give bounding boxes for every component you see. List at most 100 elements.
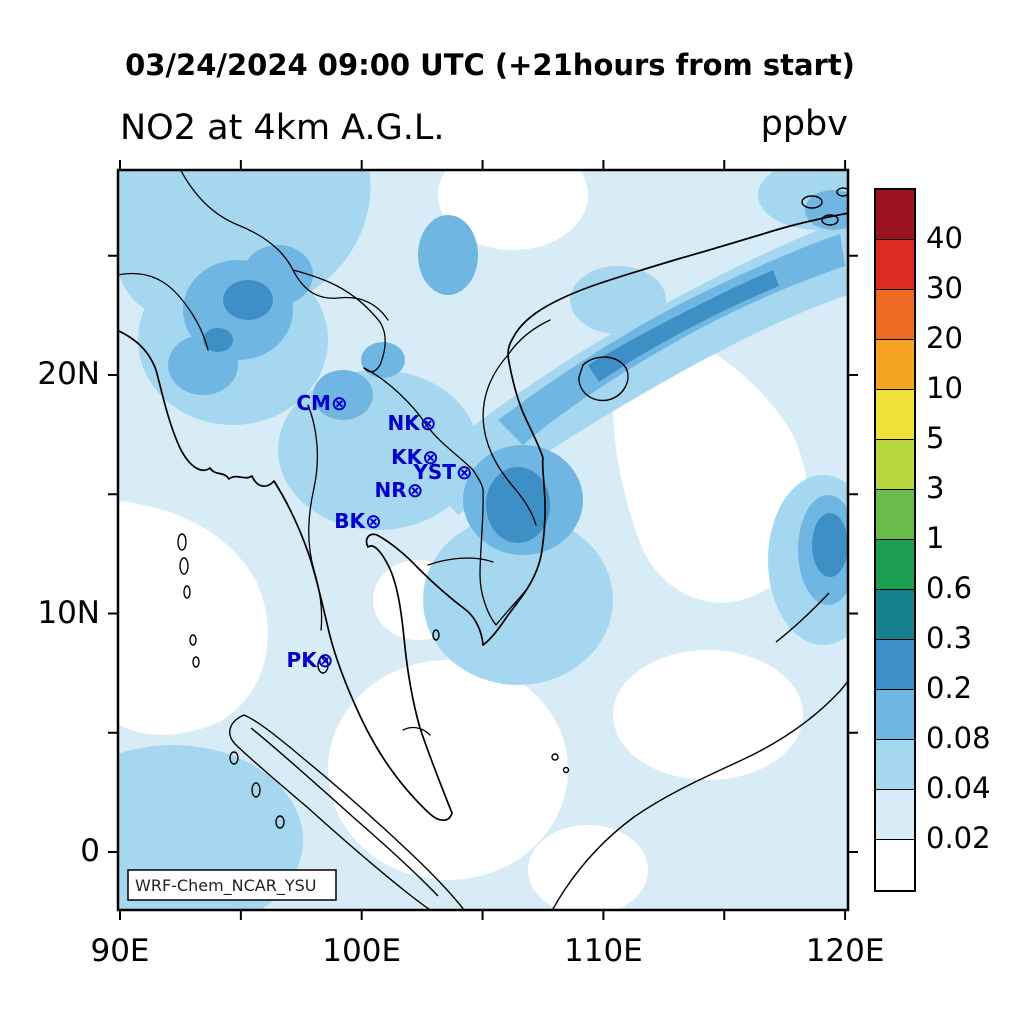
station-marker-yst: YST⊗ <box>412 460 472 484</box>
island-nicobar <box>189 634 197 646</box>
island-borneo <box>551 680 848 910</box>
colorbar-segment <box>876 640 914 690</box>
x-axis-label-90e: 90E <box>90 933 150 969</box>
contour-region-light <box>570 266 666 334</box>
contour-region-medium <box>418 215 478 295</box>
title-units: ppbv <box>760 104 848 144</box>
map-plot: CM⊗ NK⊗ KK⊗YST⊗NR⊗ BK⊗ PK⊗ WRF-Chem_NCAR_YSU <box>108 160 858 920</box>
colorbar-label-20: 20 <box>926 321 963 355</box>
model-label: WRF-Chem_NCAR_YSU <box>135 876 317 896</box>
border-india <box>118 272 209 351</box>
contour-region-medium <box>313 370 373 420</box>
x-axis-label-120e: 120E <box>805 933 885 969</box>
contour-region-dark <box>223 280 273 320</box>
contour-region-white <box>438 170 588 250</box>
title-datetime: 03/24/2024 09:00 UTC (+21hours from star… <box>125 48 855 82</box>
island-andaman <box>177 533 187 551</box>
colorbar-labels: 0.02 0.04 0.08 0.2 0.3 0.6 1 3 5 10 20 30 40 <box>926 188 1022 888</box>
station-markers: CM⊗ NK⊗ KK⊗YST⊗NR⊗ BK⊗ PK⊗ <box>287 391 473 672</box>
contour-region-dark <box>486 467 550 543</box>
title-variable: NO2 at 4km A.G.L. <box>120 108 445 148</box>
contour-region-white <box>613 650 803 780</box>
colorbar <box>874 188 916 892</box>
colorbar-segment <box>876 340 914 390</box>
colorbar-segment <box>876 190 914 240</box>
colorbar-segment <box>876 290 914 340</box>
island-taiwan-strait <box>836 187 848 197</box>
station-marker-nr: NR⊗ <box>375 478 424 502</box>
colorbar-segment <box>876 440 914 490</box>
axis-ticks <box>108 160 858 920</box>
contour-region-dark <box>812 513 848 577</box>
island-andaman <box>179 557 189 575</box>
island-palawan <box>775 592 830 643</box>
border-laos-north <box>292 269 386 373</box>
station-marker-cm: CM⊗ <box>296 391 347 415</box>
island-taiwan-strait <box>801 195 823 209</box>
contour-region-white <box>528 825 648 910</box>
island-natuna <box>562 766 570 774</box>
contour-region-medium <box>361 342 405 378</box>
contour-region-dark <box>203 328 233 352</box>
border-vietnam-laos <box>482 354 537 526</box>
island-sumatra <box>229 714 465 910</box>
contour-region-dark <box>588 270 779 382</box>
y-axis-label-20n: 20N <box>37 356 100 392</box>
colorbar-label-3: 3 <box>926 471 945 505</box>
colorbar-label-0.04: 0.04 <box>926 771 991 805</box>
border-myanmar-thailand <box>307 404 323 631</box>
colorbar-label-0.3: 0.3 <box>926 621 973 655</box>
colorbar-segment <box>876 390 914 440</box>
island-taiwan-strait <box>821 214 839 226</box>
station-marker-nk: NK⊗ <box>388 411 437 435</box>
colorbar-label-0.08: 0.08 <box>926 721 991 755</box>
contour-region-white <box>613 320 809 603</box>
contour-region-white <box>328 660 568 880</box>
border-thai-lao-mekong <box>363 367 497 626</box>
colorbar-segment <box>876 790 914 840</box>
colorbar-segment <box>876 540 914 590</box>
contour-layers <box>118 170 848 910</box>
y-axis-label-10n: 10N <box>37 594 100 631</box>
island-andaman <box>183 585 191 599</box>
colorbar-segment <box>876 590 914 640</box>
island-offshore <box>251 782 261 798</box>
x-axis-label-100e: 100E <box>322 933 402 969</box>
colorbar-segment <box>876 840 914 890</box>
island-phuket <box>317 656 329 674</box>
colorbar-label-0.2: 0.2 <box>926 671 973 705</box>
colorbar-segment <box>876 240 914 290</box>
island-hainan <box>578 356 629 402</box>
island-offshore <box>229 751 239 765</box>
station-marker-bk: BK⊗ <box>334 509 382 533</box>
colorbar-label-10: 10 <box>926 371 963 405</box>
station-marker-pk: PK⊗ <box>287 648 334 672</box>
colorbar-segment <box>876 690 914 740</box>
station-marker-kk: KK⊗ <box>391 445 439 469</box>
x-axis-label-110e: 110E <box>564 933 643 969</box>
y-axis-label-0: 0 <box>80 833 100 869</box>
contour-region-light <box>118 745 303 910</box>
border-cambodia-thailand <box>427 557 494 566</box>
island-offshore <box>275 815 285 829</box>
colorbar-label-30: 30 <box>926 271 963 305</box>
border-china-vietnam <box>507 319 551 356</box>
colorbar-label-40: 40 <box>926 221 963 255</box>
border-malaysia-thailand <box>402 726 431 736</box>
island-natuna <box>551 753 559 761</box>
colorbar-label-0.6: 0.6 <box>926 571 973 605</box>
border-cambodia-vietnam <box>495 589 527 626</box>
colorbar-label-0.02: 0.02 <box>926 821 991 855</box>
colorbar-segment <box>876 740 914 790</box>
island-sumatra-ridge <box>250 727 439 897</box>
island-nicobar <box>192 656 200 668</box>
colorbar-segment <box>876 490 914 540</box>
border-north <box>179 170 389 321</box>
coastline-mainland <box>118 212 848 822</box>
colorbar-label-1: 1 <box>926 521 945 555</box>
model-label-box <box>127 869 337 901</box>
contour-region-white <box>118 500 268 735</box>
colorbar-label-5: 5 <box>926 421 945 455</box>
island-gulf <box>432 629 440 641</box>
